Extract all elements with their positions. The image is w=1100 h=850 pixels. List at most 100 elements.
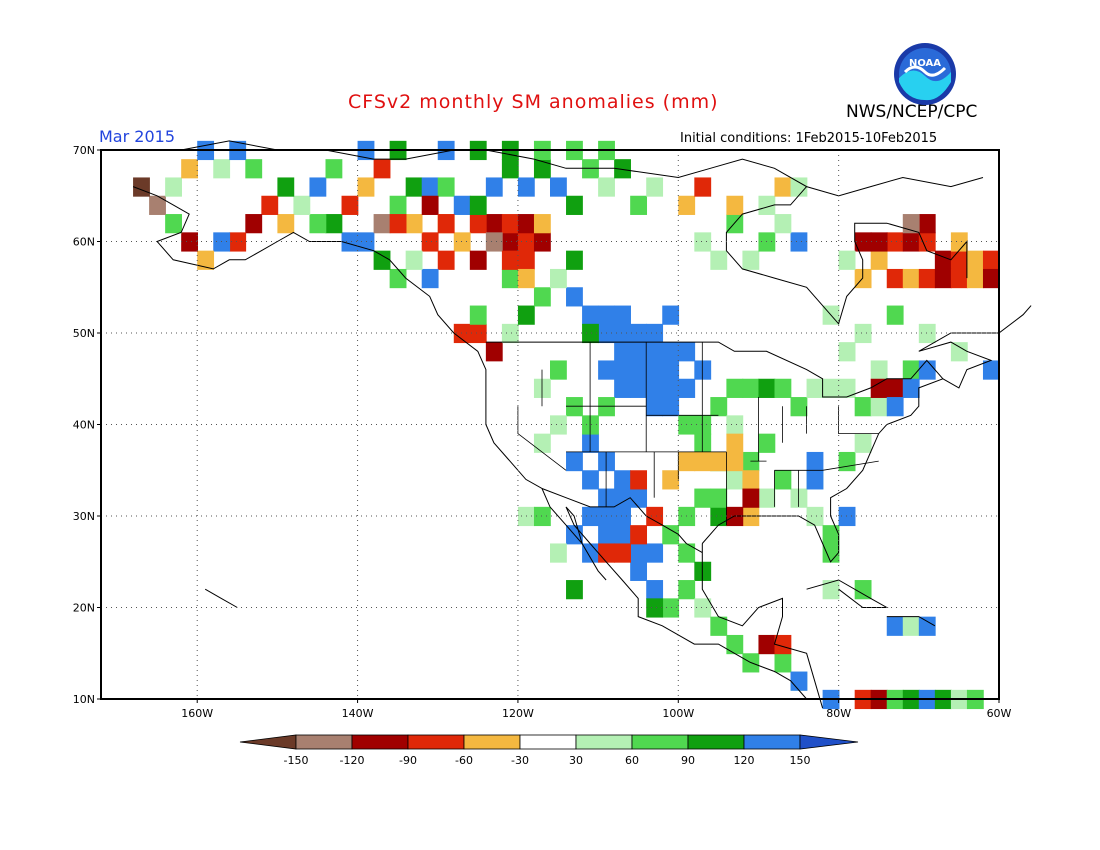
legend-tick: -150 [284,754,309,767]
anomaly-cell [886,397,904,417]
anomaly-cell [918,214,936,234]
anomaly-cell [517,177,535,197]
anomaly-cell [918,268,936,289]
anomaly-cell [774,378,792,398]
anomaly-cell [758,634,776,655]
anomaly-cell [309,177,327,197]
anomaly-cell [646,506,664,527]
legend-swatch [687,734,745,750]
anomaly-cell [582,305,599,325]
anomaly-cell [389,214,407,234]
lon-label: 120W [502,707,534,720]
anomaly-cell [950,268,968,289]
lat-label: 40N [73,419,95,432]
anomaly-cell [710,397,728,417]
anomaly-cell [934,268,952,289]
anomaly-cell [950,250,968,270]
anomaly-cell [389,195,407,215]
anomaly-cell [966,250,984,270]
anomaly-cell [870,378,888,398]
anomaly-cell [501,232,519,252]
anomaly-cell [902,268,920,289]
anomaly-cell [742,488,760,508]
anomaly-cell [566,397,583,417]
anomaly-cell [694,415,712,435]
anomaly-cell [598,488,615,508]
anomaly-cell [550,543,567,563]
anomaly-cell [710,451,728,472]
coastline [701,305,1032,563]
anomaly-cell [421,268,439,289]
legend-swatch [519,734,577,750]
anomaly-cell [742,451,760,472]
lat-labels: 10N 20N 30N 40N 50N 60N 70N [73,144,95,706]
anomaly-cell [501,268,519,289]
anomaly-cell [614,543,631,563]
legend-tick: -120 [340,754,365,767]
anomaly-cell [550,268,567,289]
anomaly-cell [533,506,551,527]
anomaly-cell [469,214,487,234]
anomaly-cell [774,634,792,655]
anomaly-cell [726,451,744,472]
anomaly-cell [646,177,664,197]
anomaly-cell [325,214,343,234]
anomaly-cell [886,305,904,325]
anomaly-cell [373,159,391,179]
anomaly-cell [662,360,680,380]
anomaly-cell [437,177,455,197]
anomaly-cell [742,470,760,490]
anomaly-cell [710,488,728,508]
anomaly-cell [582,543,599,563]
anomaly-cell [966,268,984,289]
anomaly-cell [598,360,615,380]
anomaly-cell [918,360,936,380]
anomaly-cell [694,451,712,472]
anomaly-cell [197,250,215,270]
coastline [132,186,807,700]
anomaly-cell [838,342,856,362]
anomaly-cell [694,232,712,252]
anomaly-cell [630,525,648,545]
anomaly-cell [806,451,824,472]
anomaly-cell [902,214,920,234]
coastline [204,588,238,608]
anomaly-cell [902,616,920,636]
anomaly-cell [662,470,680,490]
anomaly-cell [806,506,824,527]
forecast-period: Mar 2015 [99,127,175,146]
anomaly-cell [774,214,792,234]
anomaly-cell [325,159,343,179]
lat-label: 50N [73,327,95,340]
anomaly-cell [918,616,936,636]
anomaly-cell [662,305,680,325]
anomaly-cell [630,195,648,215]
anomaly-cell [566,287,583,307]
legend-tick: 150 [790,754,811,767]
anomaly-cell [902,360,920,380]
anomaly-cell [598,451,615,472]
anomaly-cell [838,378,856,398]
anomaly-cell [694,177,712,197]
anomaly-cell [421,177,439,197]
map-frame [100,149,1000,700]
anomaly-cell [485,214,503,234]
anomaly-cell [790,671,808,691]
anomaly-cell [614,506,631,527]
anomaly-cell [357,232,375,252]
coastline [541,488,703,554]
anomaly-cell [742,250,760,270]
anomaly-cell [886,378,904,398]
anomaly-cell [854,232,872,252]
anomaly-cell [694,360,712,380]
legend-tick: 30 [569,754,583,767]
anomaly-cell [261,195,279,215]
chart-title: CFSv2 monthly SM anomalies (mm) [348,91,719,113]
anomaly-cell [678,543,696,563]
anomaly-cell [710,250,728,270]
anomaly-cell [373,250,391,270]
anomaly-cell [630,342,648,362]
anomaly-cell [774,470,792,490]
anomaly-cell [646,598,664,618]
anomaly-cell [726,415,744,435]
